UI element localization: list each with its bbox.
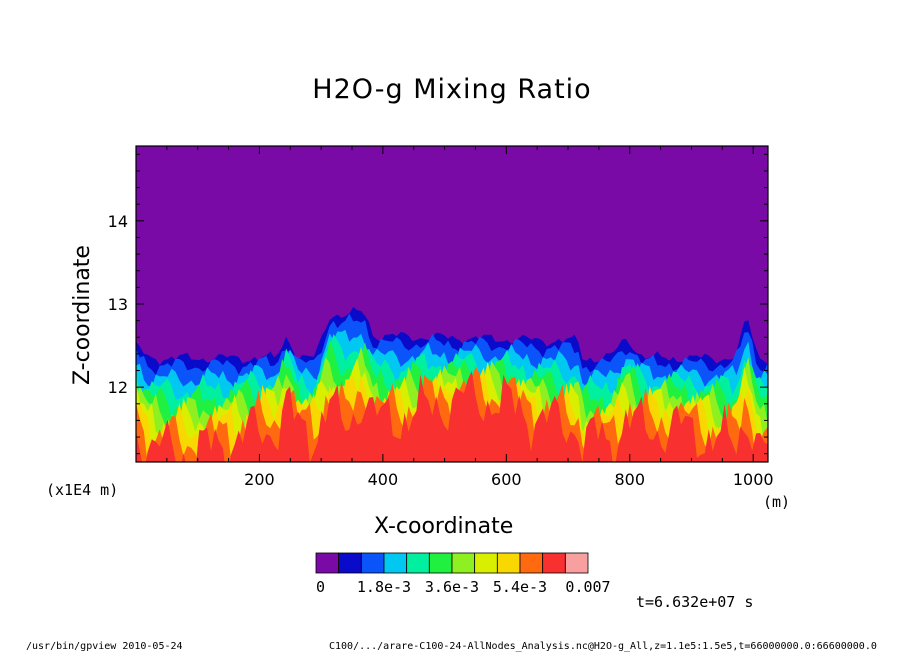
- chart-title: H2O-g Mixing Ratio: [312, 74, 592, 105]
- y-axis-label: Z-coordinate: [70, 245, 95, 385]
- x-tick-label-200: 200: [244, 470, 275, 489]
- footer-left: /usr/bin/gpview 2010-05-24: [26, 641, 183, 652]
- footer-right: C100/.../arare-C100-24-AllNodes_Analysis…: [329, 641, 877, 652]
- colorbar-swatch-11: [564, 552, 589, 574]
- contour-band-10: [136, 370, 768, 462]
- colorbar-swatch-4: [406, 552, 430, 574]
- colorbar: 0 1.8e-3 3.6e-3 5.4e-3 0.007: [315, 552, 611, 596]
- y-tick-label-12: 12: [108, 378, 128, 397]
- colorbar-swatch-9: [519, 552, 544, 574]
- colorbar-swatch-7: [474, 552, 498, 574]
- plot-area: [136, 146, 768, 462]
- colorbar-label-1: 1.8e-3: [357, 578, 411, 596]
- colorbar-swatch-5: [428, 552, 453, 574]
- time-label: t=6.632e+07 s: [636, 593, 754, 611]
- colorbar-label-3: 5.4e-3: [493, 578, 547, 596]
- y-tick-label-14: 14: [108, 212, 128, 231]
- colorbar-swatch-10: [542, 552, 566, 574]
- x-axis-label: X-coordinate: [374, 514, 514, 539]
- x-tick-label-800: 800: [614, 470, 645, 489]
- colorbar-swatch-8: [496, 552, 521, 574]
- colorbar-label-0: 0: [316, 578, 325, 596]
- x-axis-units: (m): [763, 493, 791, 511]
- colorbar-swatch-6: [451, 552, 476, 574]
- x-tick-label-1000: 1000: [733, 470, 774, 489]
- axis-ticks: 200 400 600 800 1000 12 13 14: [108, 146, 774, 489]
- y-tick-label-13: 13: [108, 295, 128, 314]
- x-tick-label-600: 600: [491, 470, 522, 489]
- colorbar-swatch-2: [360, 552, 385, 574]
- colorbar-swatch-3: [383, 552, 408, 574]
- colorbar-label-2: 3.6e-3: [425, 578, 479, 596]
- colorbar-swatch-0: [315, 552, 340, 574]
- colorbar-label-4: 0.007: [565, 578, 610, 596]
- y-axis-units: (x1E4 m): [46, 481, 119, 499]
- colorbar-swatch-1: [338, 552, 362, 574]
- x-tick-label-400: 400: [368, 470, 399, 489]
